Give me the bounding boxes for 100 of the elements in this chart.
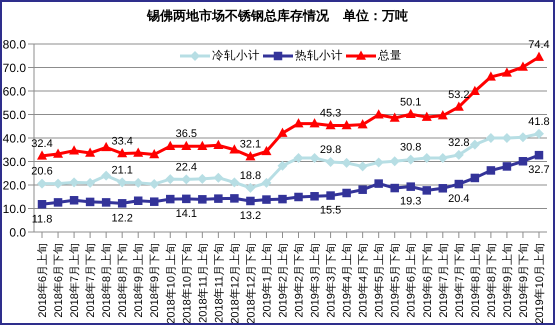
point	[181, 174, 192, 184]
point	[470, 174, 480, 182]
x-tick-label: 2019年8月下旬	[486, 243, 498, 318]
y-tick-label: 40.0	[2, 131, 26, 146]
y-tick-label: 10.0	[2, 202, 26, 216]
point	[470, 140, 480, 150]
point	[165, 174, 176, 184]
point	[53, 148, 64, 158]
point	[422, 152, 432, 163]
point	[294, 118, 304, 128]
x-tick-label: 2019年10月上旬	[532, 243, 546, 324]
data-label: 32.1	[240, 138, 262, 151]
point	[390, 156, 400, 166]
y-tick-label: 30.0	[2, 154, 26, 169]
point	[294, 192, 303, 202]
data-label: 32.4	[31, 138, 53, 150]
x-tick-label: 2019年8月上旬	[468, 243, 482, 318]
point	[165, 140, 176, 150]
point	[37, 150, 48, 160]
x-tick-label: 2019年2月下旬	[294, 243, 306, 318]
point	[198, 195, 207, 204]
y-tick-label: 60.0	[2, 84, 26, 98]
data-label: 32.8	[448, 136, 470, 149]
x-tick-label: 2019年4月下旬	[358, 243, 370, 318]
data-label: 74.4	[528, 39, 550, 52]
point	[310, 118, 320, 128]
point	[454, 150, 464, 160]
x-tick-label: 2018年6月上旬	[36, 243, 50, 318]
point	[342, 158, 352, 168]
point	[342, 120, 352, 130]
point	[534, 150, 544, 160]
point	[246, 196, 255, 206]
point	[262, 195, 271, 204]
data-label: 15.5	[320, 204, 342, 217]
x-tick-label: 2019年7月下旬	[454, 243, 466, 318]
point	[470, 86, 480, 95]
data-label: 14.1	[176, 208, 198, 220]
point	[518, 132, 528, 142]
point	[229, 144, 240, 154]
point	[245, 182, 256, 193]
point	[261, 178, 272, 188]
point	[150, 197, 158, 206]
point	[134, 196, 142, 205]
point	[486, 133, 496, 143]
x-tick-label: 2019年4月上旬	[340, 243, 354, 318]
point	[454, 101, 464, 111]
x-tick-label: 2018年10月上旬	[164, 243, 178, 324]
data-label: 12.2	[111, 212, 133, 224]
point	[486, 71, 496, 81]
point	[358, 161, 368, 172]
point	[70, 196, 78, 205]
x-tick-label: 2019年6月上旬	[404, 243, 418, 318]
legend-label: 总量	[378, 48, 402, 63]
data-label: 11.8	[32, 213, 52, 226]
data-label: 36.5	[176, 128, 198, 140]
point	[438, 110, 448, 120]
x-tick-label: 2018年11月下旬	[213, 243, 226, 323]
y-tick-label: 20.0	[2, 178, 26, 192]
point	[133, 178, 144, 188]
point	[438, 184, 448, 193]
point	[534, 128, 544, 139]
x-tick-label: 2018年9月上旬	[132, 243, 146, 318]
x-tick-label: 2018年12月下旬	[245, 243, 258, 324]
point	[197, 174, 208, 184]
point	[358, 119, 368, 128]
point	[197, 140, 208, 150]
data-label: 13.2	[240, 210, 262, 222]
point	[326, 191, 335, 200]
x-tick-label: 2018年8月上旬	[100, 243, 114, 318]
x-tick-label: 2019年1月上旬	[260, 243, 274, 318]
point	[118, 199, 126, 208]
x-tick-label: 2019年2月上旬	[276, 243, 290, 318]
data-label: 20.6	[31, 166, 53, 178]
point	[374, 157, 384, 168]
point	[278, 194, 287, 204]
point	[102, 198, 110, 207]
x-tick-label: 2018年11月上旬	[196, 243, 210, 323]
y-tick-label: 0.0	[9, 225, 26, 240]
point	[342, 188, 351, 198]
x-tick-label: 2019年3月下旬	[326, 243, 338, 318]
point	[326, 156, 336, 167]
y-tick-label: 80.0	[2, 37, 26, 52]
x-tick-label: 2018年10月下旬	[181, 243, 194, 324]
point	[502, 67, 512, 77]
x-tick-label: 2018年7月上旬	[68, 243, 82, 318]
point	[390, 112, 400, 122]
data-label: 33.4	[111, 136, 133, 148]
point	[117, 148, 128, 158]
point	[406, 182, 415, 191]
x-tick-label: 2019年9月下旬	[518, 243, 530, 318]
point	[277, 160, 288, 171]
x-tick-label: 2018年9月下旬	[149, 243, 162, 318]
point	[518, 62, 528, 71]
point	[166, 194, 175, 204]
data-label: 20.4	[448, 193, 470, 206]
point	[406, 154, 416, 165]
point	[422, 186, 432, 195]
data-label: 30.8	[400, 142, 422, 154]
x-tick-label: 2018年12月上旬	[228, 243, 242, 324]
point	[502, 162, 512, 171]
